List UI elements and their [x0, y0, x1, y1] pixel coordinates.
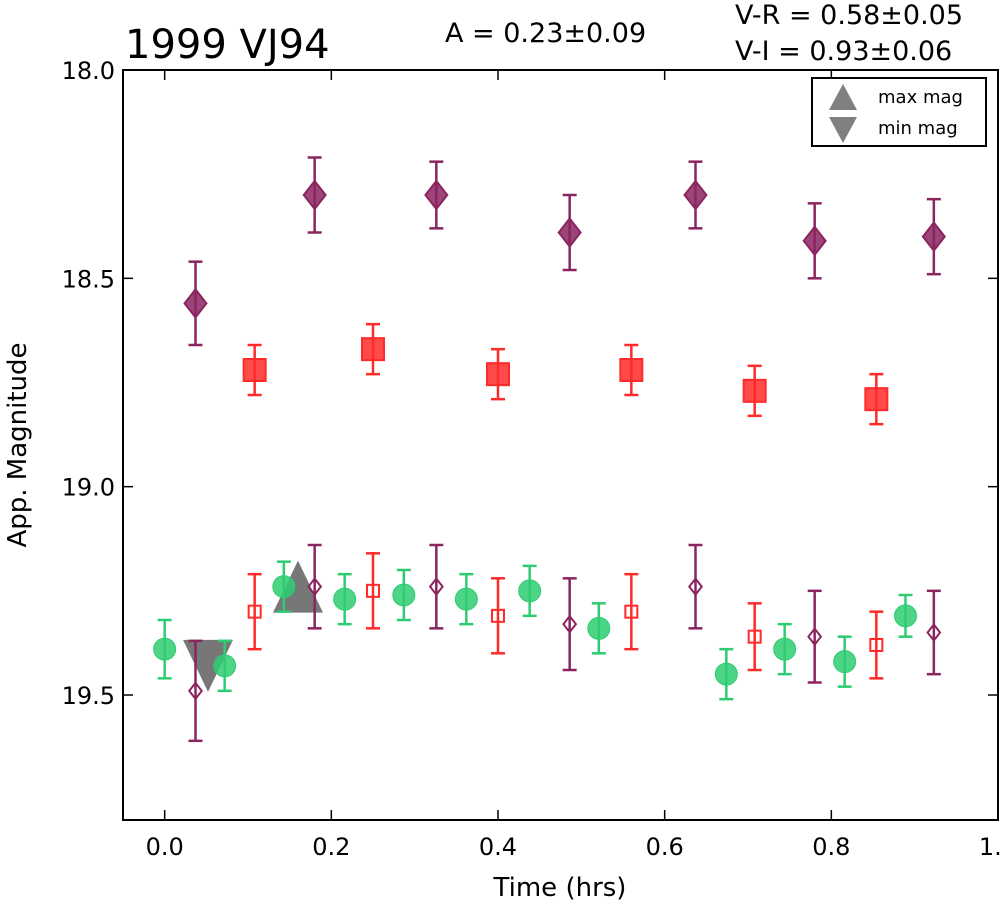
i-band-filled-point: [302, 179, 327, 211]
legend-max-mag-marker: [829, 84, 857, 110]
i-band-open-point: [807, 627, 823, 647]
x-axis-label: Time (hrs): [493, 873, 627, 901]
axis-ticks: 0.0 0.2 0.4 0.6 0.8 1.0 18.0 18.5 19.0 19.5: [62, 57, 1000, 861]
y-axis-label: App. Magnitude: [3, 342, 33, 547]
i-band-filled-point: [557, 216, 582, 249]
chart-title: 1999 VJ94: [125, 22, 330, 68]
i-band-filled-point: [683, 179, 708, 211]
y-tick-label: 19.0: [62, 474, 115, 502]
x-tick-label: 0.4: [479, 833, 517, 861]
r-band-filled-point: [742, 378, 767, 403]
i-band-open-point: [187, 681, 204, 701]
v-band-filled-point: [392, 583, 416, 607]
r-band-filled-point: [361, 337, 385, 362]
legend-min-mag-marker: [829, 117, 857, 143]
v-band-filled-point: [714, 662, 738, 686]
r-band-open-point: [869, 638, 884, 652]
r-band-filled-point: [242, 358, 267, 382]
legend-max-mag-label: max mag: [878, 87, 963, 108]
x-tick-label: 0.2: [312, 833, 350, 861]
r-band-open-point: [491, 608, 505, 623]
i-band-filled-point: [802, 225, 827, 257]
plot-frame: [122, 69, 999, 821]
v-band-filled-point: [894, 604, 917, 628]
i-band-open-point: [687, 577, 704, 597]
v-band-filled-point: [587, 616, 611, 640]
v-band-filled-point: [833, 650, 857, 674]
y-tick-label: 18.5: [62, 265, 115, 293]
i-band-filled-point: [921, 221, 947, 253]
legend: max mag min mag: [811, 77, 987, 147]
r-band-filled-point: [619, 358, 644, 382]
max-mag-marker: [273, 560, 323, 613]
amplitude-annotation: A = 0.23±0.09: [445, 18, 646, 49]
r-band-filled-point: [864, 387, 889, 412]
v-band-filled-point: [454, 587, 478, 611]
r-band-open-point: [366, 583, 380, 598]
i-band-filled-point: [424, 179, 449, 211]
r-band-filled-point: [486, 362, 510, 387]
v-band-filled-point: [333, 587, 357, 611]
x-tick-label: 0.0: [146, 833, 184, 861]
v-band-filled-point: [153, 637, 177, 661]
i-band-filled-point: [183, 287, 208, 319]
y-tick-label: 18.0: [62, 57, 115, 85]
legend-min-mag-label: min mag: [878, 118, 958, 139]
x-tick-label: 1.0: [979, 833, 1000, 861]
i-band-open-point: [926, 622, 942, 643]
y-tick-label: 19.5: [62, 682, 115, 710]
v-i-annotation: V-I = 0.93±0.06: [735, 36, 952, 67]
i-band-open-point: [562, 614, 578, 634]
r-band-open-point: [747, 629, 762, 644]
v-band-filled-point: [272, 575, 296, 599]
v-band-filled-point: [773, 637, 797, 661]
i-band-open-point: [428, 577, 444, 597]
i-band-open-point: [307, 577, 323, 597]
v-band-filled-point: [213, 654, 237, 678]
x-tick-label: 0.6: [646, 833, 684, 861]
x-tick-label: 0.8: [812, 833, 850, 861]
v-r-annotation: V-R = 0.58±0.05: [735, 0, 963, 31]
chart-marks: [153, 156, 947, 743]
r-band-open-point: [624, 604, 639, 619]
r-band-open-point: [247, 604, 262, 619]
v-band-filled-point: [518, 579, 542, 603]
